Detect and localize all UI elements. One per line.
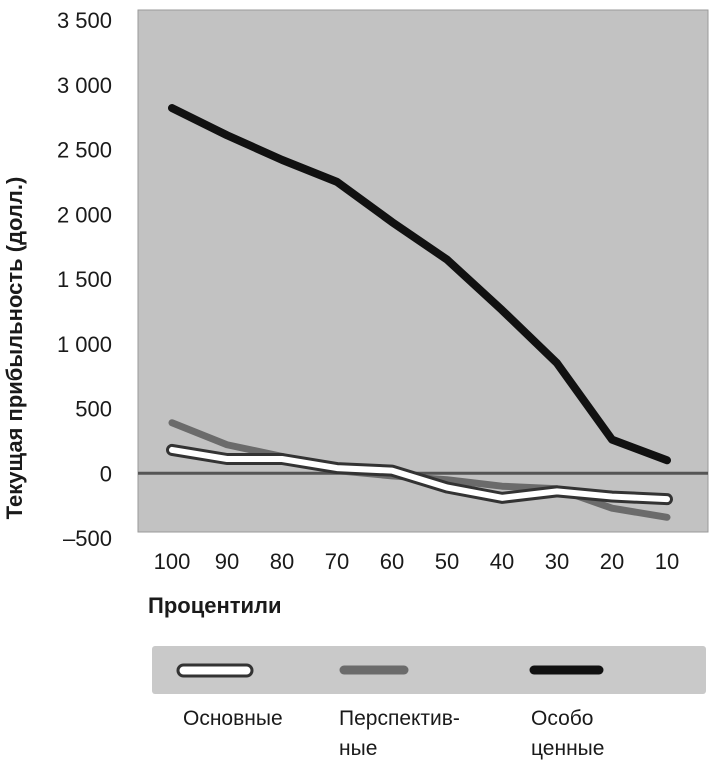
legend: [152, 646, 706, 694]
x-tick-label: 70: [325, 549, 349, 574]
series-line-osobo-tsennye: [168, 104, 671, 465]
x-axis-ticks: 100 90 80 70 60 50 40 30 20 10: [154, 549, 680, 574]
x-axis-label: Процентили: [148, 593, 282, 618]
legend-label-line: ные: [339, 737, 378, 760]
legend-swatches: [176, 663, 604, 678]
y-tick-label: 1 500: [57, 267, 112, 292]
y-tick-label: 0: [100, 461, 112, 486]
y-tick-label: 1 000: [57, 332, 112, 357]
x-tick-label: 60: [380, 549, 404, 574]
x-tick-label: 30: [545, 549, 569, 574]
y-axis-ticks: 3 500 3 000 2 500 2 000 1 500 1 000 500 0 –500: [57, 8, 112, 551]
x-tick-label: 80: [270, 549, 294, 574]
legend-label-osnovnye: Основные: [183, 704, 283, 734]
x-tick-label: 10: [655, 549, 679, 574]
x-tick-label: 50: [435, 549, 459, 574]
legend-label-line: Основные: [183, 707, 283, 730]
legend-label-line: Особо: [531, 707, 594, 730]
x-tick-label: 100: [154, 549, 191, 574]
series-line-osnovnye: [169, 446, 670, 503]
x-tick-label: 90: [215, 549, 239, 574]
x-tick-label: 20: [600, 549, 624, 574]
legend-label-line: Перспектив-: [339, 707, 460, 730]
y-tick-label: 500: [75, 397, 112, 422]
y-tick-label: 3 000: [57, 73, 112, 98]
legend-label-perspektivnye: Перспектив- ные: [339, 704, 460, 764]
series-layer: [166, 104, 673, 521]
y-tick-label: 2 500: [57, 138, 112, 163]
x-tick-label: 40: [490, 549, 514, 574]
y-tick-label: 3 500: [57, 8, 112, 33]
line-chart: 3 500 3 000 2 500 2 000 1 500 1 000 500 0 –500 1…: [2, 8, 709, 618]
y-tick-label: 2 000: [57, 202, 112, 227]
legend-swatch-osnovnye: [176, 663, 254, 678]
y-tick-label: –500: [63, 526, 112, 551]
legend-label-osobo-tsennye: Особо ценные: [531, 704, 604, 764]
y-axis-label: Текущая прибыльность (долл.): [2, 177, 27, 520]
legend-label-line: ценные: [531, 737, 605, 760]
